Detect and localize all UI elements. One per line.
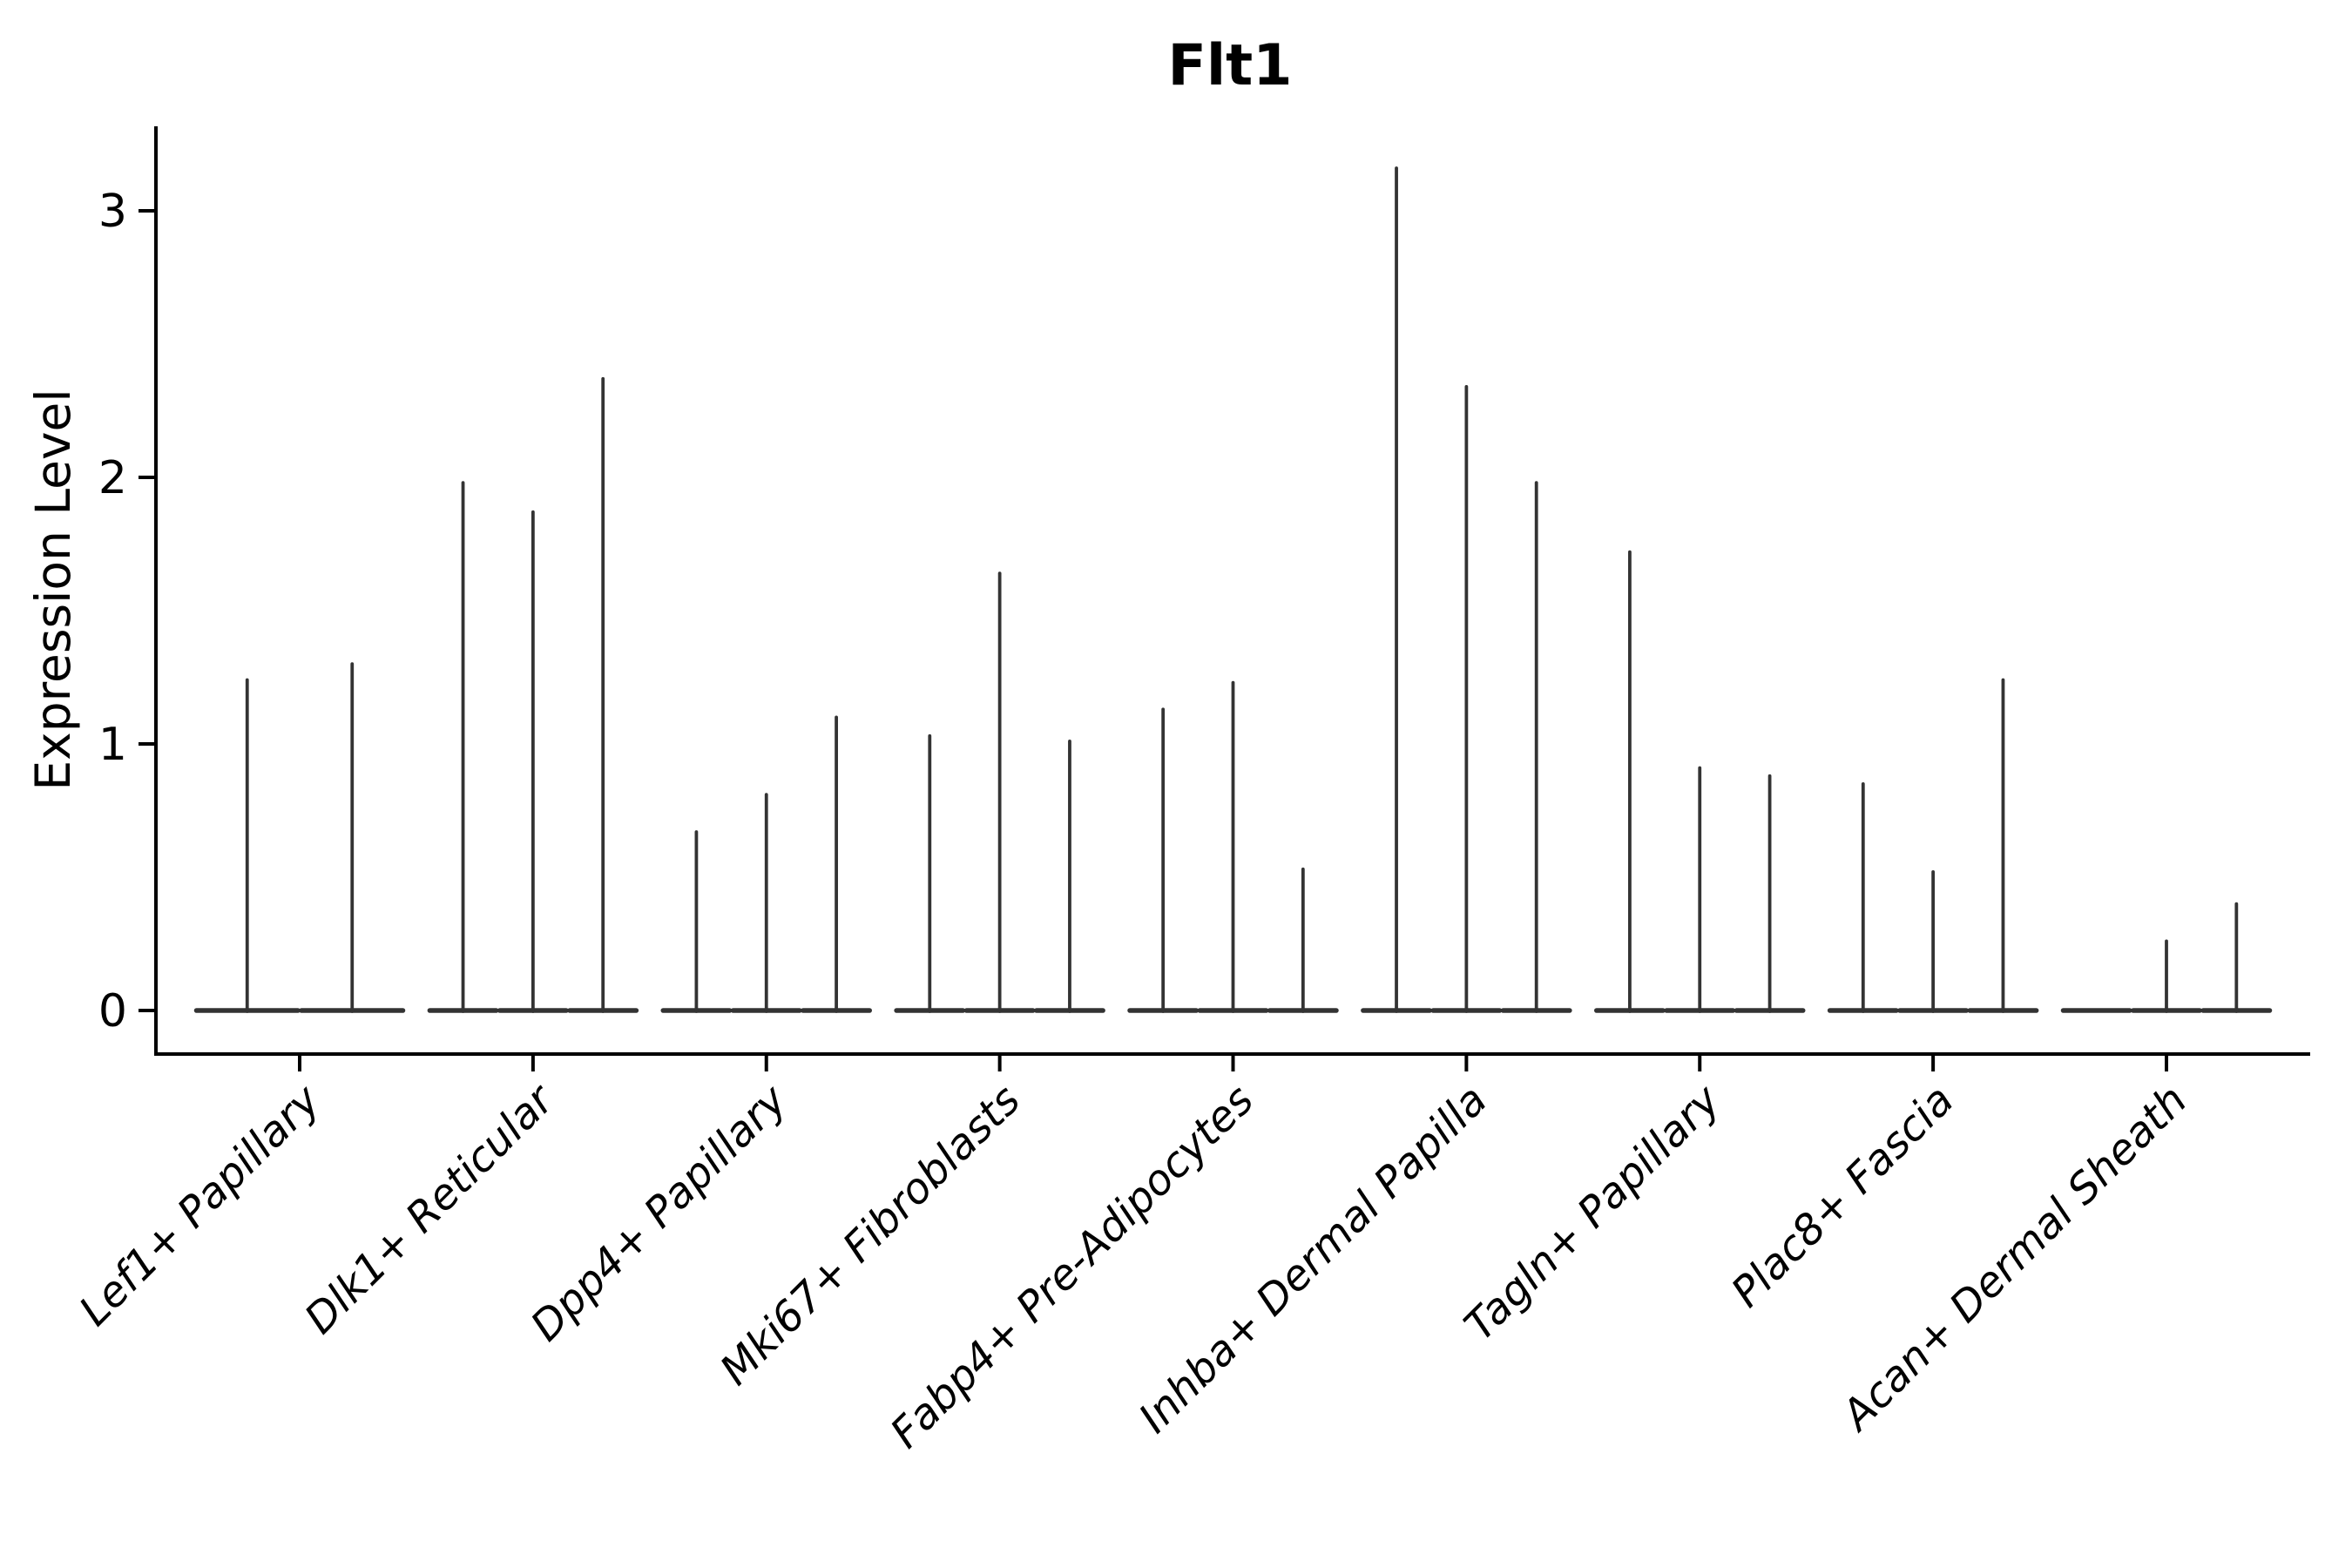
chart-title: Flt1 — [1168, 33, 1293, 98]
y-tick-label: 1 — [98, 719, 127, 771]
y-tick-label: 3 — [98, 186, 127, 238]
y-axis-label: Expression Level — [25, 389, 81, 790]
y-tick-label: 0 — [98, 985, 127, 1037]
y-tick-label: 2 — [98, 452, 127, 504]
